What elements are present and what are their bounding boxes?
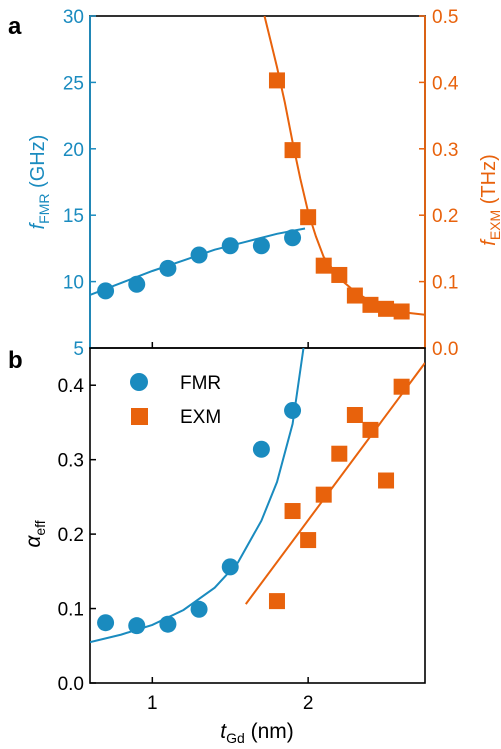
exm-damping-point: [268, 593, 285, 610]
exm-damping-point: [284, 503, 301, 520]
panel-b-x-tick-label: 2: [303, 693, 314, 714]
y-axis-label-main: α: [22, 535, 45, 548]
exm-damping-point: [393, 378, 410, 395]
fmr-damping-point: [221, 558, 239, 576]
exm-frequency-point: [362, 296, 379, 313]
panel-a-right-tick-label: 0.3: [432, 140, 458, 161]
legend-exm-label: EXM: [180, 407, 221, 428]
exm-damping-point: [346, 407, 363, 423]
fmr-damping-point: [190, 600, 208, 618]
exm-damping-point: [315, 486, 332, 503]
fmr-frequency-point: [190, 246, 208, 264]
exm-frequency-point: [331, 266, 348, 283]
left-axis-label-main: f: [27, 221, 49, 229]
panel-a-left-tick-label: 10: [63, 273, 84, 294]
fmr-frequency-point: [159, 259, 177, 277]
left-axis-label-unit: (GHz): [27, 135, 49, 194]
exm-frequency-point: [268, 72, 285, 89]
left-axis-label-text: fFMR (GHz): [27, 135, 52, 230]
fmr-frequency-point: [97, 282, 115, 300]
fmr-frequency-point: [221, 237, 239, 255]
panel-a-left-tick-label: 5: [73, 339, 84, 360]
panel-a-left-tick-label: 20: [63, 140, 84, 161]
exm-damping-point: [378, 472, 395, 489]
exm-damping-point: [362, 421, 379, 438]
x-axis-label-main: t: [220, 720, 227, 743]
exm-frequency-point: [284, 142, 301, 159]
panel-a-right-tick-label: 0.1: [432, 273, 458, 294]
panel-a-label: a: [8, 13, 22, 40]
panel-b-y-axis-label: αeff: [22, 520, 48, 547]
fmr-damping-point: [128, 617, 146, 635]
exm-frequency-point: [378, 300, 395, 317]
exm-damping-fit-line: [244, 362, 425, 605]
fmr-frequency-point: [128, 275, 146, 293]
panel-a-left-tick-label: 30: [63, 7, 84, 28]
legend-fmr-label: FMR: [180, 373, 221, 394]
fmr-damping-point: [252, 440, 270, 458]
fmr-damping-point: [97, 614, 115, 632]
panel-a-left-tick-label: 25: [63, 73, 84, 94]
panel-b-label: b: [8, 347, 23, 374]
panel-a-right-tick-label: 0.4: [432, 73, 459, 94]
left-axis-label-sub: FMR: [36, 194, 52, 224]
panel-a-left-axis-label: fFMR (GHz): [27, 135, 52, 230]
right-axis-label-main: f: [478, 238, 500, 246]
x-axis-label-sub: Gd: [226, 730, 245, 746]
panel-b-frame: [89, 347, 426, 684]
panel-b-y-tick-label: 0.2: [58, 525, 84, 546]
fmr-frequency-point: [252, 237, 270, 255]
exm-frequency-point: [346, 287, 363, 304]
panel-b-y-tick-label: 0.1: [58, 600, 84, 621]
exm-frequency-point: [315, 257, 332, 274]
fmr-damping-point: [284, 402, 302, 420]
y-axis-label-sub: eff: [32, 520, 48, 535]
exm-damping-point: [300, 532, 317, 549]
panel-b-x-tick-label: 1: [147, 693, 158, 714]
panel-b-y-tick-label: 0.4: [58, 376, 85, 397]
panel-b-y-tick-label: 0.3: [58, 451, 84, 472]
panel-a-right-tick-label: 0.0: [432, 339, 458, 360]
legend-exm-marker: [131, 408, 148, 425]
panel-a-right-tick-label: 0.2: [432, 206, 458, 227]
fmr-damping-point: [159, 615, 177, 633]
exm-damping-point: [331, 445, 348, 462]
panel-a-plot-area: [90, 16, 425, 316]
x-axis-label-text: tGd (nm): [220, 720, 294, 746]
right-axis-label-text: fEXM (THz): [478, 154, 501, 245]
fmr-frequency-point: [284, 229, 302, 247]
panel-b-plot-area: [90, 348, 425, 644]
exm-frequency-point: [300, 209, 317, 226]
y-axis-label-text: αeff: [22, 520, 48, 547]
panel-a-right-tick-label: 0.5: [432, 7, 458, 28]
panel-a-left-tick-label: 15: [63, 206, 84, 227]
panel-a-right-axis-label: fEXM (THz): [478, 154, 501, 245]
x-axis-label-unit: (nm): [245, 720, 294, 743]
right-axis-label-unit: (THz): [478, 154, 500, 210]
legend-fmr-marker: [130, 373, 148, 391]
right-axis-label-sub: EXM: [487, 210, 501, 240]
panel-b-y-tick-label: 0.0: [58, 674, 84, 695]
exm-frequency-point: [393, 303, 410, 320]
